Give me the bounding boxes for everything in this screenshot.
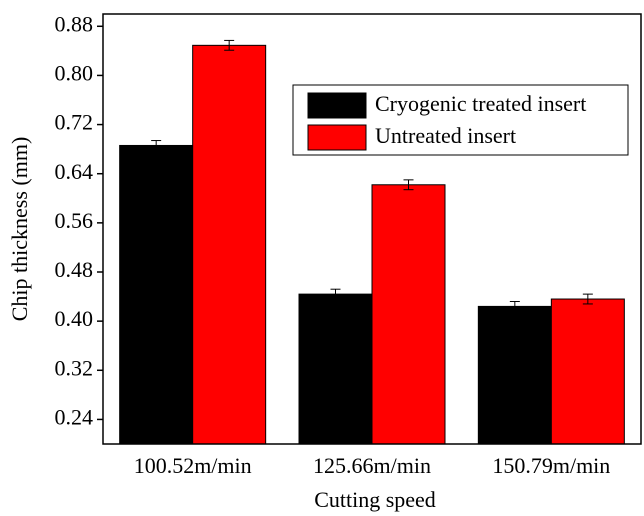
x-axis-title: Cutting speed xyxy=(314,487,436,512)
y-tick-label: 0.24 xyxy=(55,404,94,429)
error-bar xyxy=(403,179,414,191)
error-bar xyxy=(224,39,235,51)
y-tick-label: 0.56 xyxy=(55,208,94,233)
error-bar xyxy=(509,300,520,312)
plot-frame xyxy=(102,13,642,445)
y-tick-label: 0.72 xyxy=(55,110,94,135)
bar xyxy=(477,305,552,445)
x-tick-label: 100.52m/min xyxy=(134,453,252,478)
bar xyxy=(371,184,446,445)
bar xyxy=(298,293,373,445)
error-bar xyxy=(151,140,162,151)
x-tick-label: 150.79m/min xyxy=(492,453,610,478)
y-tick-label: 0.88 xyxy=(55,11,94,36)
x-tick-label: 125.66m/min xyxy=(313,453,431,478)
y-tick-label: 0.32 xyxy=(55,355,94,380)
y-tick-label: 0.64 xyxy=(55,159,94,184)
bar xyxy=(550,298,625,445)
error-bar xyxy=(330,288,341,300)
legend-label: Untreated insert xyxy=(375,123,516,148)
bar xyxy=(192,44,267,445)
bar xyxy=(119,144,194,445)
legend-swatch xyxy=(307,92,367,119)
y-tick-label: 0.48 xyxy=(55,257,94,282)
error-bar xyxy=(582,293,593,305)
y-tick-label: 0.80 xyxy=(55,60,94,85)
y-axis-title: Chip thickness (mm) xyxy=(7,137,32,322)
legend-label: Cryogenic treated insert xyxy=(375,91,586,116)
legend-swatch xyxy=(307,124,367,151)
y-tick-label: 0.40 xyxy=(55,306,94,331)
